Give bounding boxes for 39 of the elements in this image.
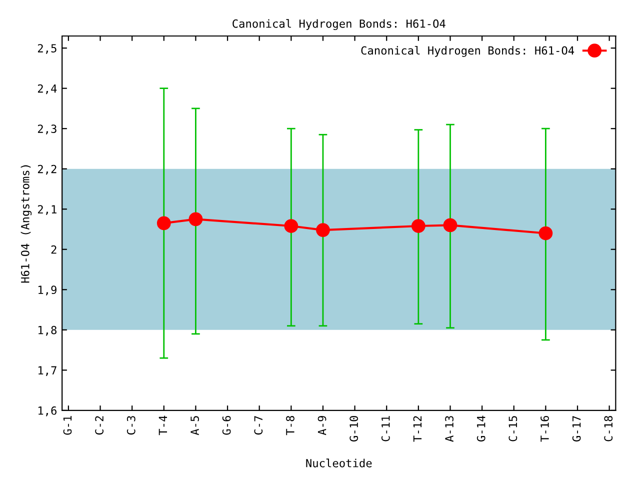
y-tick-label: 1,9	[38, 286, 56, 296]
x-tick-label: T-16	[540, 416, 549, 442]
x-tick-label: G-17	[572, 416, 581, 442]
y-tick-label: 2,2	[38, 164, 56, 175]
x-tick-label: T-12	[413, 416, 422, 442]
point	[188, 212, 203, 226]
point	[316, 223, 330, 237]
point	[443, 218, 458, 232]
y-axis-title: H61-O4 (Angstroms)	[20, 165, 32, 283]
point	[156, 216, 171, 230]
chart-title: Canonical Hydrogen Bonds: H61-O4	[232, 19, 446, 30]
x-tick-label: C-11	[381, 416, 390, 442]
x-tick-label: T-8	[286, 416, 294, 436]
x-tick-label: C-2	[95, 416, 104, 435]
x-tick-label: A-9	[318, 416, 326, 436]
y-tick-label: 2,4	[38, 84, 57, 94]
x-tick-label: A-13	[445, 416, 454, 442]
x-tick-label: A-5	[190, 416, 199, 436]
x-tick-label: G-6	[222, 416, 231, 435]
y-tick-label: 1,8	[38, 326, 57, 336]
x-tick-label: C-18	[604, 416, 613, 442]
y-tick-label: 2,3	[38, 124, 56, 134]
y-tick-label: 1,6	[38, 406, 56, 416]
point	[411, 219, 426, 233]
x-tick-label: G-1	[63, 416, 72, 435]
y-tick-label: 2,1	[38, 205, 56, 215]
legend-label: Canonical Hydrogen Bonds: H61-O4	[361, 46, 574, 57]
y-tick-label: 2,5	[38, 44, 56, 54]
x-tick-label: G-10	[350, 416, 358, 442]
x-tick-label: C-7	[254, 416, 263, 435]
y-tick-label: 2	[51, 245, 56, 254]
y-tick-label: 1,7	[38, 366, 56, 376]
x-tick-label: G-14	[476, 416, 486, 442]
x-tick-label: T-4	[158, 416, 167, 436]
point	[538, 226, 553, 240]
x-tick-label: C-15	[508, 416, 518, 442]
x-axis-title: Nucleotide	[306, 458, 372, 468]
point	[284, 219, 298, 233]
x-tick-label: C-3	[126, 416, 136, 435]
